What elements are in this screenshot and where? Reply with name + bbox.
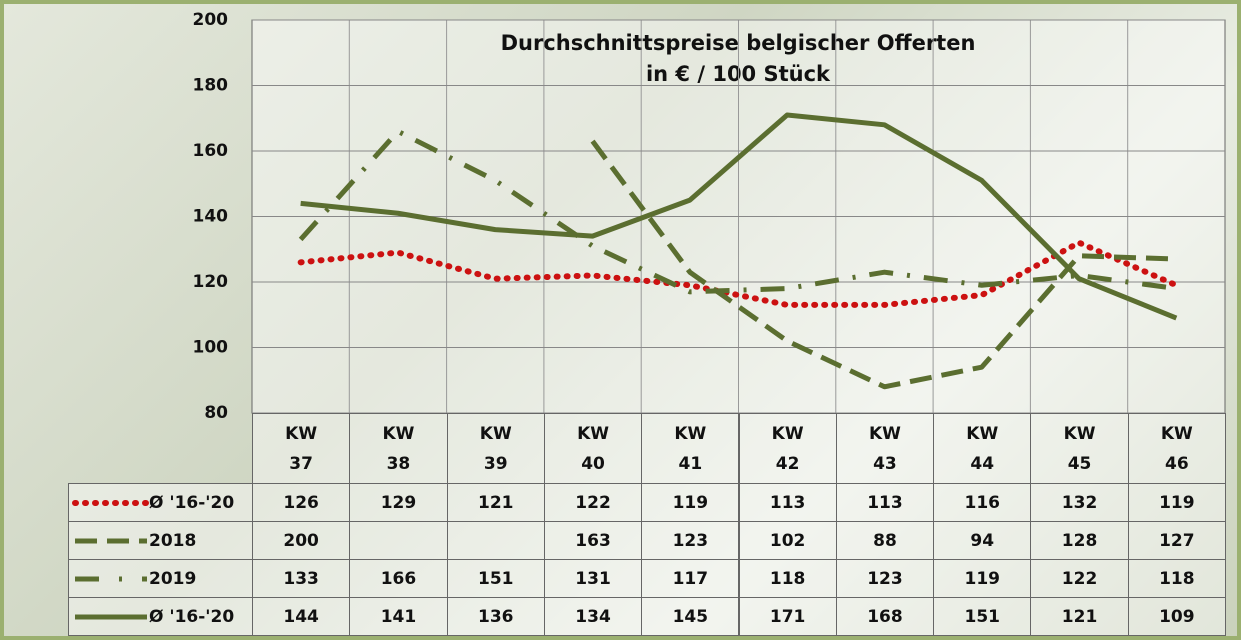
value-cell: 151 <box>933 597 1032 636</box>
value-cell: 136 <box>446 597 545 636</box>
value-cell: 131 <box>543 559 643 598</box>
legend-label: 2019 <box>149 568 197 589</box>
value-cell: 166 <box>349 559 448 598</box>
legend-cell: 2018 <box>68 521 253 560</box>
value-cell: 133 <box>252 559 351 598</box>
value-cell: 122 <box>1030 559 1129 598</box>
series-line <box>300 112 1178 321</box>
x-tick-label: KW 43 <box>868 423 901 474</box>
value-cell: 119 <box>1127 483 1226 522</box>
value-cell: 119 <box>641 483 740 522</box>
legend-cell: Ø '16-'20 <box>68 597 253 636</box>
value-cell: 113 <box>738 483 837 522</box>
value-cell: 171 <box>738 597 837 636</box>
value-cell: 151 <box>446 559 545 598</box>
value-cell: 109 <box>1127 597 1226 636</box>
value-cell: 123 <box>835 559 935 598</box>
legend-cell: Ø '16-'20 <box>68 483 253 522</box>
value-cell: 121 <box>1030 597 1129 636</box>
y-tick-label: 200 <box>193 10 229 30</box>
value-cell: 117 <box>641 559 740 598</box>
value-cell: 144 <box>252 597 351 636</box>
legend-label: Ø '16-'20 <box>149 492 235 513</box>
y-tick-label: 140 <box>193 207 229 227</box>
category-cell: KW 42 <box>738 413 837 484</box>
series-line <box>297 239 1180 308</box>
x-tick-label: KW 40 <box>577 423 609 474</box>
legend-swatch <box>72 499 149 506</box>
value-cell: 168 <box>835 597 935 636</box>
x-tick-label: KW 42 <box>771 423 804 474</box>
x-tick-label: KW 46 <box>1160 423 1193 474</box>
value-cell: 141 <box>349 597 448 636</box>
value-cell: 119 <box>933 559 1032 598</box>
category-cell: KW 37 <box>252 413 351 484</box>
category-cell: KW 38 <box>349 413 448 484</box>
legend-label: 2018 <box>149 530 197 551</box>
value-cell: 118 <box>738 559 837 598</box>
legend-swatch <box>75 576 147 581</box>
category-cell: KW 43 <box>835 413 935 484</box>
category-cell: KW 41 <box>641 413 740 484</box>
category-cell: KW 44 <box>933 413 1032 484</box>
value-cell: 94 <box>933 521 1032 560</box>
value-cell: 122 <box>543 483 643 522</box>
category-cell: KW 39 <box>446 413 545 484</box>
value-cell: 121 <box>446 483 545 522</box>
value-cell <box>349 521 448 560</box>
y-tick-label: 180 <box>193 76 229 96</box>
series-line <box>590 139 1177 390</box>
value-cell: 113 <box>835 483 935 522</box>
category-cell: KW 40 <box>543 413 643 484</box>
value-cell <box>446 521 545 560</box>
x-tick-label: KW 37 <box>285 423 318 474</box>
legend-label: Ø '16-'20 <box>149 606 235 627</box>
value-cell: 88 <box>835 521 935 560</box>
value-cell: 127 <box>1127 521 1226 560</box>
category-cell: KW 45 <box>1030 413 1129 484</box>
value-cell: 163 <box>543 521 643 560</box>
y-tick-label: 120 <box>193 272 229 292</box>
x-tick-label: KW 44 <box>966 423 999 474</box>
value-cell: 200 <box>252 521 351 560</box>
value-cell: 116 <box>933 483 1032 522</box>
value-cell: 132 <box>1030 483 1129 522</box>
legend-swatch <box>75 538 147 543</box>
y-tick-label: 100 <box>193 338 229 358</box>
x-tick-label: KW 39 <box>479 423 512 474</box>
value-cell: 128 <box>1030 521 1129 560</box>
legend-cell: 2019 <box>68 559 253 598</box>
category-cell: KW 46 <box>1127 413 1226 484</box>
value-cell: 145 <box>641 597 740 636</box>
value-cell: 126 <box>252 483 351 522</box>
x-tick-label: KW 41 <box>674 423 707 474</box>
x-tick-label: KW 38 <box>382 423 415 474</box>
value-cell: 102 <box>738 521 837 560</box>
value-cell: 118 <box>1127 559 1226 598</box>
value-cell: 134 <box>543 597 643 636</box>
y-tick-label: 160 <box>193 141 229 161</box>
y-tick-label: 80 <box>204 403 228 423</box>
legend-swatch <box>75 614 147 619</box>
x-tick-label: KW 45 <box>1063 423 1096 474</box>
value-cell: 123 <box>641 521 740 560</box>
value-cell: 129 <box>349 483 448 522</box>
